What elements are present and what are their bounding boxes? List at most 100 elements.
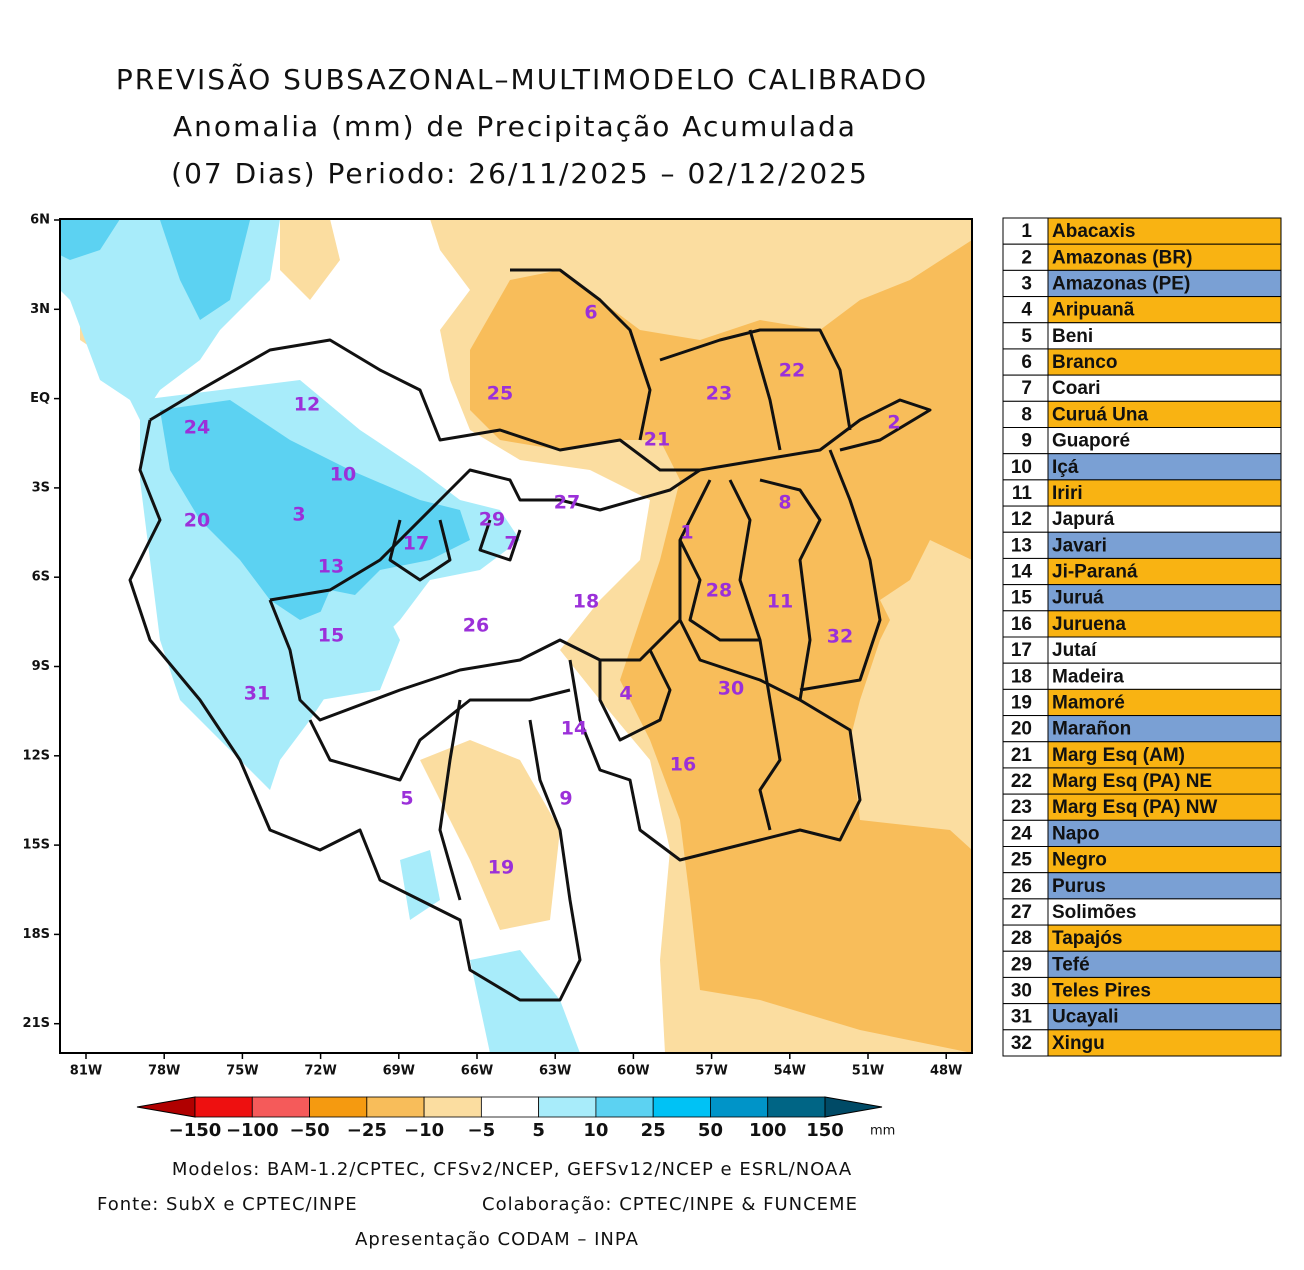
table-number: 20 — [1011, 719, 1032, 740]
colorbar-label: 10 — [583, 1120, 608, 1141]
table-name-cell — [1047, 898, 1282, 926]
dry-field-light — [280, 219, 340, 300]
basin-label: 31 — [244, 683, 270, 705]
lat-label: 15S — [23, 838, 50, 853]
lat-label: 21S — [23, 1016, 50, 1031]
basin-label: 15 — [318, 625, 344, 647]
basin-label: 10 — [330, 464, 356, 486]
table-name: Juruena — [1052, 614, 1126, 635]
basin-label: 1 — [680, 522, 693, 544]
table-name-cell — [1047, 531, 1282, 559]
table-number: 24 — [1011, 823, 1033, 844]
footer-models: Modelos: BAM-1.2/CPTEC, CFSv2/NCEP, GEFS… — [172, 1159, 852, 1180]
lon-label: 63W — [539, 1064, 571, 1079]
basin-label: 21 — [644, 429, 670, 451]
table-number-cell — [1002, 950, 1049, 978]
lon-label: 48W — [930, 1064, 962, 1079]
basin-label: 17 — [403, 533, 429, 555]
table-name: Marg Esq (PA) NW — [1052, 797, 1217, 818]
table-number: 5 — [1021, 326, 1032, 347]
basin-label: 14 — [561, 718, 587, 740]
table-name: Javari — [1052, 535, 1107, 556]
table-name-cell — [1047, 400, 1282, 428]
dry-field-light — [880, 560, 972, 700]
table-name-cell — [1047, 924, 1282, 952]
table-name: Napo — [1052, 823, 1100, 844]
table-number: 8 — [1021, 404, 1032, 425]
basin-label: 27 — [554, 492, 580, 514]
table-name: Jutaí — [1052, 640, 1097, 661]
table-number: 25 — [1011, 850, 1033, 871]
table-name-cell — [1047, 715, 1282, 743]
lat-label: EQ — [30, 391, 50, 406]
table-name: Ji-Paraná — [1052, 562, 1138, 583]
map — [59, 218, 973, 1054]
table-number: 13 — [1011, 535, 1032, 556]
lon-label: 60W — [617, 1064, 649, 1079]
map-frame — [59, 218, 973, 1054]
table-name-cell — [1047, 453, 1282, 481]
lon-label: 81W — [70, 1064, 102, 1079]
colorbar-segment — [595, 1096, 654, 1118]
colorbar-segment — [767, 1096, 826, 1118]
table-name-cell — [1047, 296, 1282, 324]
table-name-cell — [1047, 479, 1282, 507]
table-number-cell — [1002, 400, 1049, 428]
table-name: Teles Pires — [1052, 981, 1151, 1002]
title-line: PREVISÃO SUBSAZONAL–MULTIMODELO CALIBRAD… — [116, 63, 928, 96]
table-number-cell — [1002, 924, 1049, 952]
table-number-cell — [1002, 217, 1049, 245]
table-number-cell — [1002, 741, 1049, 769]
table-name-cell — [1047, 793, 1282, 821]
lon-label: 51W — [852, 1064, 884, 1079]
basin-label: 12 — [294, 394, 320, 416]
colorbar-segment — [480, 1096, 540, 1118]
table-number: 17 — [1011, 640, 1032, 661]
table-name-cell — [1047, 846, 1282, 874]
wet-field-medium — [60, 219, 120, 260]
lat-label: 18S — [23, 927, 50, 942]
table-number-cell — [1002, 243, 1049, 271]
basin-label: 18 — [573, 591, 599, 613]
table-name: Juruá — [1052, 588, 1104, 609]
table-number-cell — [1002, 348, 1049, 376]
table-name-cell — [1047, 741, 1282, 769]
table-number: 6 — [1021, 352, 1032, 373]
lon-label: 57W — [695, 1064, 727, 1079]
table-number-cell — [1002, 531, 1049, 559]
colorbar-label: 150 — [806, 1120, 844, 1141]
table-number: 26 — [1011, 876, 1032, 897]
table-name: Marg Esq (AM) — [1052, 745, 1185, 766]
basin-label: 13 — [318, 556, 344, 578]
table-number: 16 — [1011, 614, 1032, 635]
table-number-cell — [1002, 819, 1049, 847]
basin-label: 11 — [767, 591, 793, 613]
basin-label: 7 — [504, 533, 517, 555]
table-number: 22 — [1011, 771, 1032, 792]
basin-label: 28 — [706, 580, 732, 602]
wet-field-light — [400, 850, 440, 920]
table-number: 31 — [1011, 1007, 1033, 1028]
table-name: Purus — [1052, 876, 1106, 897]
colorbar-segment — [423, 1096, 482, 1118]
table-name: Solimões — [1052, 902, 1136, 923]
basin-label: 29 — [479, 509, 505, 531]
table-number-cell — [1002, 1003, 1049, 1031]
table-name: Tefé — [1052, 954, 1090, 975]
table-name: Beni — [1052, 326, 1093, 347]
table-number-cell — [1002, 610, 1049, 638]
colorbar-label: −50 — [289, 1120, 329, 1141]
colorbar-segment — [538, 1096, 597, 1118]
table-name: Negro — [1052, 850, 1107, 871]
lon-label: 75W — [226, 1064, 258, 1079]
basin-label: 9 — [559, 788, 572, 810]
table-number: 9 — [1021, 431, 1032, 452]
table-name-cell — [1047, 767, 1282, 795]
table-number: 23 — [1011, 797, 1032, 818]
table-name-cell — [1047, 662, 1282, 690]
table-number: 11 — [1012, 483, 1033, 504]
table-number: 29 — [1011, 954, 1032, 975]
table-number: 32 — [1011, 1033, 1032, 1054]
table-number-cell — [1002, 322, 1049, 350]
